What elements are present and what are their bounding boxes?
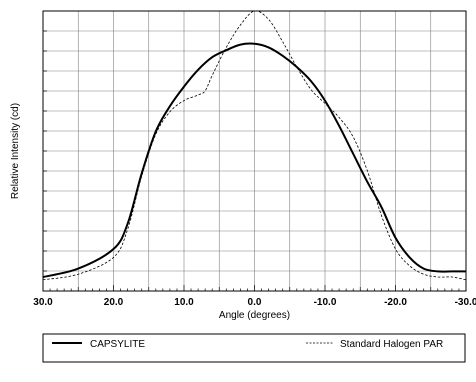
y-tick-marks bbox=[43, 30, 47, 272]
x-tick-label: 0.0 bbox=[248, 297, 262, 308]
x-tick-label: 30.0 bbox=[33, 297, 53, 308]
x-axis-ticks bbox=[42, 285, 467, 291]
x-tick-label: 20.0 bbox=[104, 297, 124, 308]
series-lines bbox=[42, 10, 467, 281]
x-tick-label: -10.0 bbox=[314, 297, 337, 308]
legend-box bbox=[42, 333, 466, 363]
y-axis-label: Relative Intensity (cd) bbox=[10, 103, 21, 199]
x-tick-labels: 30.0 20.0 10.0 0.0 -10.0 -20.0 -30.0 bbox=[33, 297, 476, 308]
x-axis-label: Angle (degrees) bbox=[219, 310, 290, 321]
series-line-capsylite bbox=[42, 42, 466, 278]
series-line-halogen bbox=[42, 10, 467, 281]
legend-label-capsylite: CAPSYLITE bbox=[90, 339, 145, 350]
x-tick-label: -20.0 bbox=[384, 297, 407, 308]
x-tick-label: -30.0 bbox=[455, 297, 476, 308]
legend: CAPSYLITE Standard Halogen PAR bbox=[42, 333, 466, 363]
gridlines bbox=[43, 11, 466, 291]
legend-label-halogen: Standard Halogen PAR bbox=[340, 339, 443, 350]
x-tick-label: 10.0 bbox=[174, 297, 194, 308]
